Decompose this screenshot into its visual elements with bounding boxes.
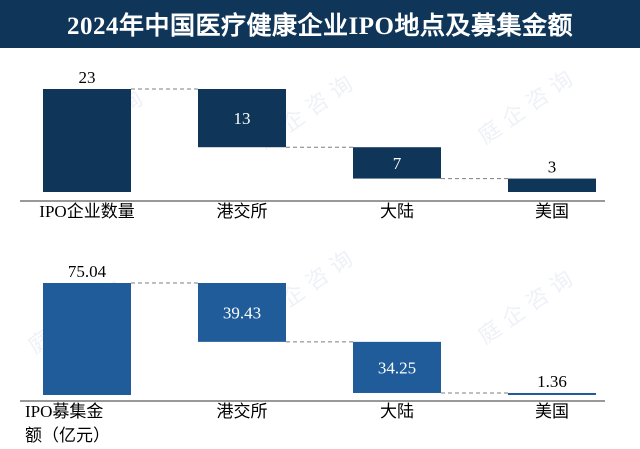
bar-1-1 xyxy=(43,89,131,192)
value-label-1-1: 23 xyxy=(79,68,96,87)
bar-1-2 xyxy=(198,89,286,148)
chart-title-bar: 2024年中国医疗健康企业IPO地点及募集金额 xyxy=(0,0,640,48)
category-label-2-4: 美国 xyxy=(535,402,569,421)
category-label-1-3: 大陆 xyxy=(380,202,414,221)
category-label-2-2: 港交所 xyxy=(217,402,268,421)
value-label-2-1: 75.04 xyxy=(68,262,107,281)
category-label-2-3: 大陆 xyxy=(380,402,414,421)
value-label-1-3: 7 xyxy=(393,154,402,173)
bar-2-4 xyxy=(508,392,596,395)
bar-2-2 xyxy=(198,283,286,342)
value-label-1-4: 3 xyxy=(548,158,557,177)
category-label-1-1: IPO企业数量 xyxy=(39,202,134,221)
value-label-1-2: 13 xyxy=(234,109,251,128)
value-label-2-2: 39.43 xyxy=(223,303,261,322)
value-label-2-4: 1.36 xyxy=(537,372,567,391)
value-label-2-3: 34.25 xyxy=(378,358,416,377)
bar-2-1 xyxy=(43,283,131,395)
category-label-1-2: 港交所 xyxy=(217,202,268,221)
category-label-2-1-2: 额（亿元） xyxy=(25,426,110,445)
bar-1-3 xyxy=(353,147,441,179)
bar-2-3 xyxy=(353,341,441,393)
category-label-1-4: 美国 xyxy=(535,202,569,221)
category-label-2-1-1: IPO募集金 xyxy=(25,402,103,421)
chart-title: 2024年中国医疗健康企业IPO地点及募集金额 xyxy=(67,13,573,40)
bar-1-4 xyxy=(508,178,596,192)
